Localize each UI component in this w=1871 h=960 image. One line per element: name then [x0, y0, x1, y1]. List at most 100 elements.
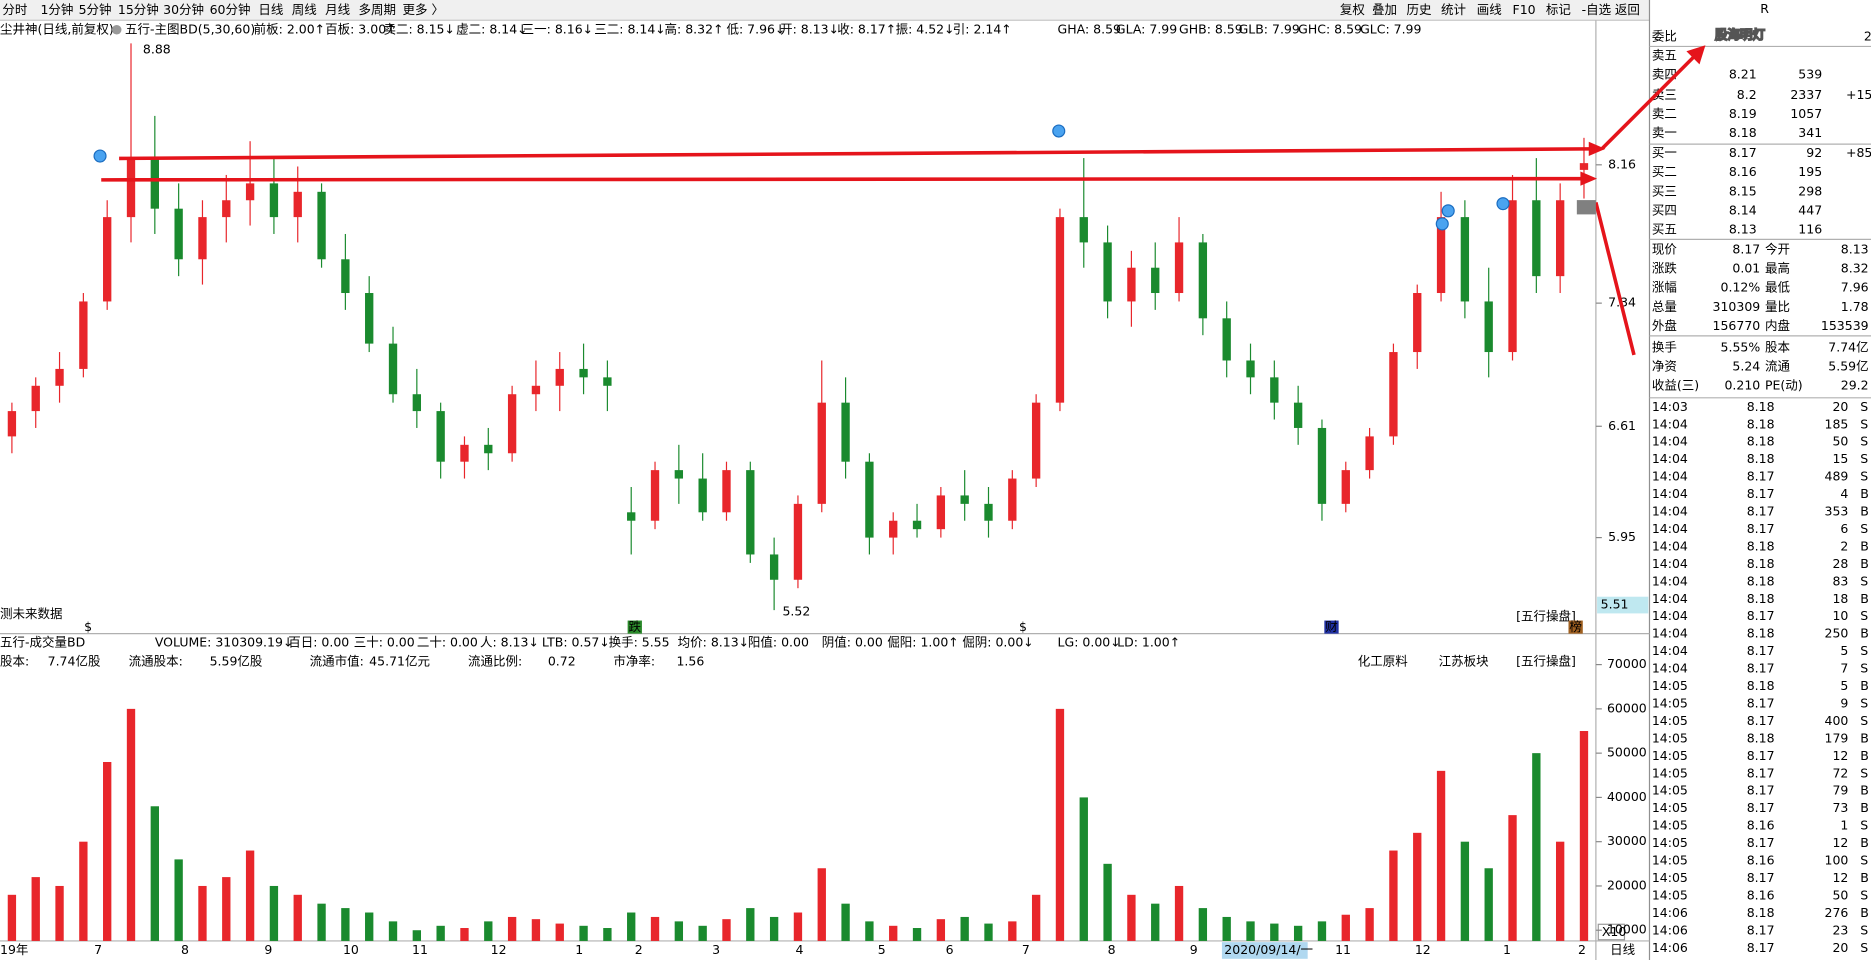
tick-side: S	[1860, 469, 1868, 484]
volume-indicator: LTB: 0.57↓	[542, 635, 610, 650]
tool-button[interactable]: F10	[1513, 2, 1536, 17]
tick-time: 14:05	[1652, 783, 1688, 798]
volume-bar	[603, 928, 612, 941]
volume-bar	[293, 894, 302, 941]
tick-price: 8.18	[1747, 434, 1775, 449]
x-tick-label: 3	[712, 942, 720, 957]
tick-side: S	[1860, 573, 1868, 588]
period-tab[interactable]: 周线	[292, 2, 317, 17]
tool-button[interactable]: 画线	[1477, 2, 1502, 17]
bubble	[1441, 204, 1455, 218]
tick-price: 8.18	[1747, 399, 1775, 414]
book-price: 8.15	[1729, 183, 1757, 198]
tick-side: B	[1860, 835, 1869, 850]
tool-button[interactable]: -自选	[1582, 2, 1612, 17]
period-tab[interactable]: 15分钟	[118, 2, 159, 17]
book-volume: 341	[1798, 125, 1822, 140]
volume-bar	[1436, 770, 1446, 941]
sector-link[interactable]: 江苏板块	[1439, 654, 1489, 669]
stock-info-value: 0.72	[548, 654, 576, 669]
volume-indicator: VOLUME: 310309.19↓	[155, 635, 294, 650]
tool-button[interactable]: 历史	[1407, 2, 1432, 17]
tick-volume: 28	[1832, 556, 1848, 571]
x-tick-label: 10	[343, 942, 359, 957]
candle-body	[436, 411, 445, 462]
tick-side: B	[1860, 591, 1869, 606]
period-tab[interactable]: 60分钟	[210, 2, 251, 17]
last-price-box: 5.51	[1601, 597, 1629, 612]
period-label: 日线	[1610, 942, 1635, 957]
stock-info-value: 7.74亿股	[48, 654, 101, 669]
volume-bar	[1389, 850, 1398, 941]
period-tab[interactable]: 分时	[2, 2, 27, 17]
x-tick-label: 11	[1335, 942, 1351, 957]
volume-bar	[817, 868, 826, 941]
tick-time: 14:04	[1652, 643, 1688, 658]
volume-bar	[1341, 914, 1350, 941]
period-tab[interactable]: 日线	[258, 2, 283, 17]
candle-body	[889, 520, 898, 538]
period-tab[interactable]: 更多 〉	[403, 2, 444, 17]
candle-body	[984, 503, 993, 521]
volume-bar	[936, 919, 946, 941]
indicator-value: GLA: 7.99	[1116, 21, 1177, 36]
volume-bar	[365, 912, 374, 941]
period-tab[interactable]: 30分钟	[163, 2, 204, 17]
book-label: 买四	[1652, 202, 1677, 217]
tool-button[interactable]: 统计	[1441, 2, 1466, 17]
volume-indicator: 均价: 8.13↓	[678, 635, 749, 650]
tick-side: S	[1860, 713, 1868, 728]
tool-button[interactable]: 叠加	[1372, 2, 1397, 17]
volume-bar	[650, 916, 660, 941]
sector-link[interactable]: 化工原料	[1358, 654, 1408, 669]
volume-bar	[341, 908, 350, 941]
book-label: 买一	[1652, 145, 1677, 160]
candle-body	[31, 385, 40, 412]
period-tab[interactable]: 多周期	[358, 2, 396, 17]
period-tab[interactable]: 5分钟	[79, 2, 112, 17]
tick-side: S	[1860, 521, 1868, 536]
period-tab[interactable]: 1分钟	[40, 2, 73, 17]
period-tab[interactable]: 月线	[325, 2, 350, 17]
stat-label: 最低	[1765, 280, 1790, 295]
tick-side: B	[1860, 730, 1869, 745]
indicator-icon	[111, 25, 122, 35]
book-change: +15	[1846, 87, 1871, 102]
x-tick-label: 11	[412, 942, 428, 957]
volume-bar	[579, 925, 588, 941]
stock-info-label: 流通比例:	[468, 654, 522, 669]
tick-volume: 185	[1825, 416, 1849, 431]
volume-bar	[841, 903, 850, 941]
book-volume: 447	[1798, 202, 1822, 217]
volume-bar	[1174, 885, 1184, 941]
tick-volume: 20	[1832, 399, 1848, 414]
candle-body	[79, 301, 88, 369]
volume-bar	[555, 923, 564, 941]
volume-indicator: 换手: 5.55	[609, 635, 670, 650]
volume-bar	[1579, 731, 1589, 941]
stat-value: 7.74亿	[1828, 339, 1868, 354]
tool-button[interactable]: 复权	[1340, 2, 1365, 17]
volume-bar	[1365, 908, 1374, 941]
stat-value: 7.96	[1841, 280, 1869, 295]
volume-bar	[1293, 925, 1303, 941]
volume-bar	[79, 841, 88, 941]
tick-time: 14:04	[1652, 538, 1688, 553]
tick-price: 8.17	[1747, 521, 1775, 536]
stat-label: 涨跌	[1652, 261, 1677, 276]
candle-body	[579, 368, 588, 378]
candle-body	[817, 402, 826, 504]
volume-bar	[1555, 841, 1565, 941]
volume-bar	[531, 919, 541, 941]
volume-tick-label: 30000	[1607, 833, 1647, 848]
tool-button[interactable]: 返回	[1615, 2, 1640, 17]
volume-indicator: 倔阴: 0.00↓	[962, 635, 1033, 650]
stat-value: 5.55%	[1721, 339, 1761, 354]
tick-time: 14:05	[1652, 713, 1688, 728]
tick-side: B	[1860, 800, 1869, 815]
tool-button[interactable]: 标记	[1546, 2, 1571, 17]
tick-price: 8.17	[1747, 469, 1775, 484]
tick-side: S	[1860, 416, 1868, 431]
